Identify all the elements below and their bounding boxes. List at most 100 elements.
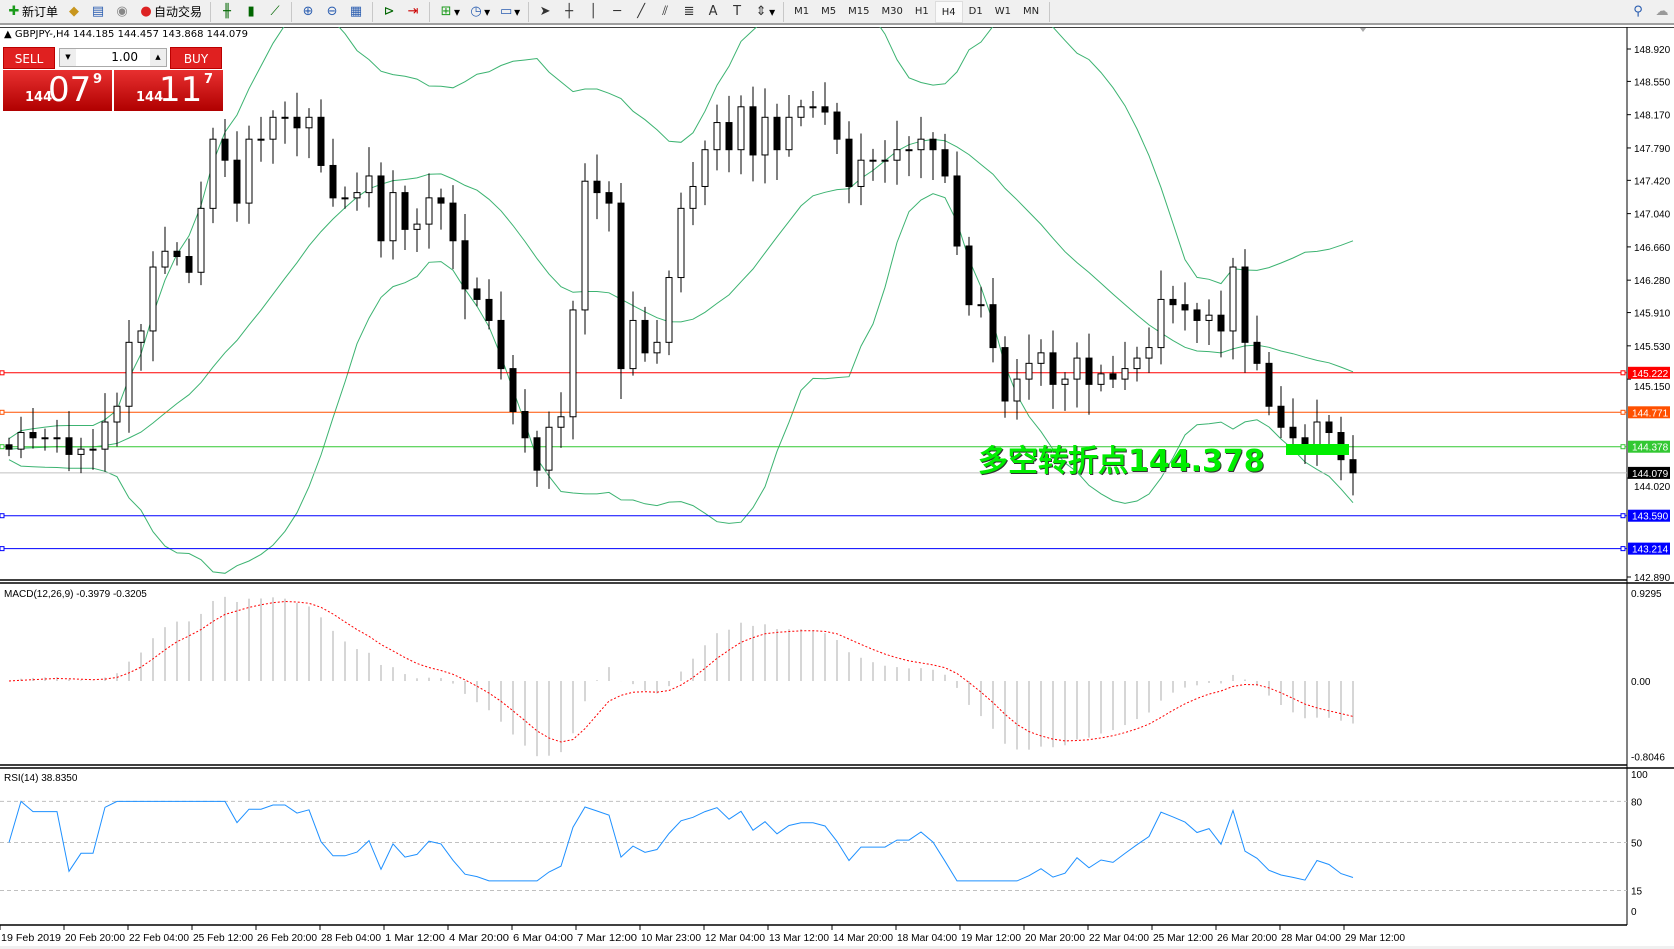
candle-body <box>665 277 673 343</box>
lot-increase-button[interactable]: ▲ <box>150 49 166 66</box>
candle <box>173 242 181 266</box>
candle-body <box>29 432 37 439</box>
arrows-button[interactable]: ⇕ ▾ <box>749 1 779 23</box>
cursor-button[interactable]: ➤ <box>533 1 557 23</box>
timeframe-m1[interactable]: M1 <box>794 5 810 17</box>
chart-area[interactable]: 148.920 148.550 148.170 147.790 147.420 147.0… <box>0 27 1674 949</box>
time-label: 19 Mar 12:00 <box>961 933 1021 944</box>
signal-icon: ◉ <box>116 3 128 19</box>
candle <box>749 86 757 182</box>
templates-button[interactable]: ▭ ▾ <box>499 3 521 19</box>
candle-body <box>125 341 133 407</box>
channel-button[interactable]: ⫽ <box>653 1 677 23</box>
trendline-button[interactable]: ╱ <box>629 1 653 23</box>
candle-body <box>641 319 649 354</box>
candle <box>281 101 289 144</box>
timeframe-w1[interactable]: W1 <box>994 5 1011 17</box>
candle <box>869 148 877 181</box>
signals-button[interactable]: ◉ <box>110 1 134 23</box>
status-strip <box>0 946 1674 949</box>
candle <box>1229 257 1237 360</box>
fibonacci-button[interactable]: ≣ <box>677 1 701 23</box>
candle-body <box>449 202 457 242</box>
rsi-line <box>8 800 1354 882</box>
price-label-143.590: 143.590 <box>1632 512 1669 523</box>
candle <box>341 186 349 209</box>
timeframe-m15[interactable]: M15 <box>848 5 870 17</box>
candle <box>713 104 721 171</box>
fibonacci-icon: ≣ <box>683 3 695 19</box>
candle-body <box>569 309 577 418</box>
candle <box>233 131 241 222</box>
candle <box>833 102 841 154</box>
auto-scroll-button[interactable]: ⊳ <box>377 1 401 23</box>
grid-icon: ▦ <box>349 3 363 19</box>
tile-windows-button[interactable]: ▦ <box>344 1 368 23</box>
candle <box>881 140 889 183</box>
crosshair-button[interactable]: ┼ <box>557 1 581 23</box>
candle-body <box>377 175 385 242</box>
auto-trading-button[interactable]: ● 自动交易 <box>134 1 206 23</box>
candle-body <box>845 138 853 187</box>
candle <box>413 208 421 252</box>
candle-body <box>965 245 973 306</box>
separator <box>783 1 785 22</box>
timeframe-m30[interactable]: M30 <box>881 5 903 17</box>
price-tick-label: 144.020 <box>1634 482 1671 493</box>
timeframe-m5[interactable]: M5 <box>821 5 837 17</box>
ask-price-button[interactable]: 144 11 7 <box>114 70 223 111</box>
bar-chart-button[interactable]: ╫ <box>215 1 239 23</box>
line-chart-button[interactable]: ⟋ <box>263 1 287 23</box>
buy-button[interactable]: BUY <box>170 47 222 69</box>
candle-body <box>881 159 889 162</box>
time-label: 22 Feb 04:00 <box>129 933 189 944</box>
indicators-button[interactable]: ⊞ ▾ <box>434 1 464 23</box>
crosshair-icon: ┼ <box>565 3 574 19</box>
timeframe-h1[interactable]: H1 <box>914 5 929 17</box>
vertical-line-button[interactable]: │ <box>581 1 605 23</box>
candle <box>137 323 145 371</box>
candle <box>1085 333 1093 415</box>
bid-price-button[interactable]: 144 07 9 <box>3 70 112 111</box>
text-button[interactable]: A <box>701 1 725 23</box>
candle-body <box>485 298 493 321</box>
zoom-in-button[interactable]: ⊕ <box>296 1 320 23</box>
candle-chart-button[interactable]: ▮ <box>239 1 263 23</box>
timeframe-d1[interactable]: D1 <box>968 5 983 17</box>
price-tick-label: 148.920 <box>1634 45 1671 56</box>
chart-shift-button[interactable]: ⇥ <box>401 1 425 23</box>
candle-body <box>701 149 709 187</box>
line-chart-icon: ⟋ <box>270 3 280 19</box>
lot-decrease-button[interactable]: ▼ <box>60 49 76 66</box>
metaeditor-button[interactable]: ◆ <box>62 1 86 23</box>
candle-body <box>1181 304 1189 311</box>
timeframe-h4[interactable]: H4 <box>934 0 963 23</box>
macd-signal-line <box>8 600 1354 743</box>
candle <box>581 163 589 335</box>
search-button[interactable]: ⚲ <box>1626 1 1650 23</box>
price-tick-label: 142.890 <box>1634 573 1671 584</box>
candle <box>101 393 109 472</box>
candle <box>653 320 661 364</box>
line-handle <box>0 409 5 415</box>
candle-body <box>77 448 85 455</box>
terminal-button[interactable]: ▤ <box>86 1 110 23</box>
text-label-button[interactable]: T <box>725 1 749 23</box>
candle <box>1181 282 1189 331</box>
timeframe-mn[interactable]: MN <box>1022 5 1040 17</box>
lot-size-field[interactable]: ▼ 1.00 ▲ <box>59 48 167 67</box>
new-order-button[interactable]: ✚ 新订单 <box>2 1 62 23</box>
sell-button[interactable]: SELL <box>3 47 55 69</box>
book-icon: ◆ <box>69 3 80 19</box>
zoom-out-button[interactable]: ⊖ <box>320 1 344 23</box>
macd-tick-label: 0.9295 <box>1631 589 1662 600</box>
chat-button[interactable]: ☁ <box>1650 1 1674 23</box>
periods-button[interactable]: ◷ ▾ <box>464 1 494 23</box>
horizontal-line-button[interactable]: ─ <box>605 1 629 23</box>
candle <box>365 147 373 208</box>
line-handle <box>1620 444 1626 450</box>
cursor-icon: ➤ <box>539 3 551 19</box>
candle-body <box>221 138 229 161</box>
candle <box>5 437 13 457</box>
candle <box>89 429 97 470</box>
